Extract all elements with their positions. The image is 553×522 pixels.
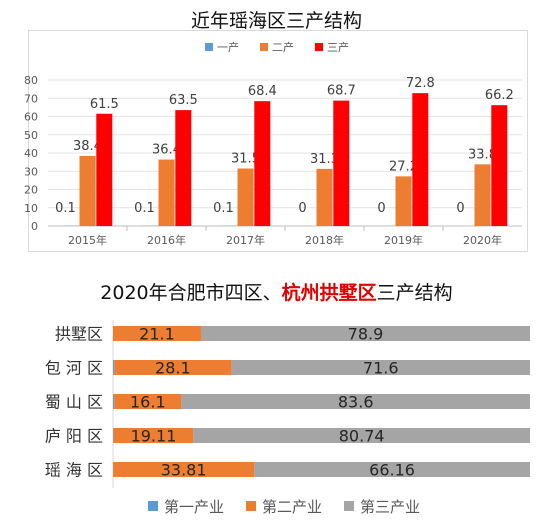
bar-第三产业 [254,462,530,477]
bar-二产 [158,159,175,226]
bar-第二产业 [114,394,182,409]
bar-第二产业 [114,360,232,375]
bar-三产 [175,110,192,226]
chart1-title: 近年瑶海区三产结构 [190,10,362,32]
y-tick-label: 70 [24,92,38,105]
chart2-title: 2020年合肥市四区、杭州拱墅区三产结构 [0,278,553,305]
bar-二产 [237,168,254,226]
bar-第三产业 [231,360,531,375]
data-label: 0 [456,201,464,216]
bar-第二产业 [113,326,201,341]
data-label: 68.7 [327,84,356,99]
data-label: 16.1 [130,393,166,412]
data-label: 28.1 [155,359,191,378]
data-label: 19.11 [131,427,177,446]
chart2-svg: 拱墅区021.178.9包 河 区0.328.171.6蜀 山 区0.316.1… [45,320,531,516]
data-label: 0 [377,201,385,216]
legend-label: 第一产业 [164,498,224,516]
data-label: 31.5 [231,152,260,167]
data-label: 31.3 [310,152,339,167]
legend-label: 二产 [272,40,294,54]
y-tick-label: 30 [24,165,38,178]
data-label: 0.1 [55,201,76,216]
bar-三产 [491,105,508,226]
chart2-title-part1: 2020年合肥市四区、 [100,282,282,304]
category-label: 拱墅区 [55,325,103,344]
category-label: 瑶 海 区 [45,461,103,480]
y-tick-label: 50 [24,129,38,142]
chart2-title-part3: 三产结构 [376,282,453,304]
bar-第一产业 [113,360,115,375]
bar-二产 [395,176,412,226]
legend-swatch [260,43,268,51]
category-label: 包 河 区 [45,359,103,378]
data-label: 61.5 [90,97,119,112]
data-label: 66.16 [369,461,415,480]
data-label: 78.9 [348,325,384,344]
bar-第三产业 [200,326,530,341]
bar-三产 [333,100,350,226]
data-label: 83.6 [338,393,374,412]
category-label: 庐 阳 区 [45,427,103,446]
bar-二产 [474,164,491,226]
data-label: 38.4 [73,139,102,154]
x-tick-label: 2016年 [147,233,186,247]
data-label: 33.8 [468,147,497,162]
data-label: 0 [298,201,306,216]
y-tick-label: 40 [24,147,38,160]
data-label: 66.2 [485,88,514,103]
y-tick-label: 60 [24,111,38,124]
data-label: 36.4 [152,143,181,158]
bar-第三产业 [181,394,530,409]
bar-第二产业 [113,462,255,477]
data-label: 80.74 [339,427,385,446]
chart2-title-highlight: 杭州拱墅区 [281,282,377,304]
data-label: 72.8 [406,76,435,91]
legend-swatch [315,43,323,51]
category-label: 蜀 山 区 [45,393,103,412]
bar-三产 [96,113,113,226]
bar-二产 [79,155,96,226]
y-tick-label: 80 [24,74,38,87]
bar-三产 [254,101,271,226]
y-tick-label: 0 [31,220,38,233]
legend-label: 第三产业 [360,498,420,516]
legend-label: 三产 [327,40,349,54]
legend-swatch [148,501,158,511]
chart1-svg: 0 10 20 30 40 50 60 70 80 0.1 38.4 61.5 2015年 0.1 36.4… [24,40,522,247]
bar-三产 [412,93,429,226]
bar-第二产业 [113,428,194,443]
legend-swatch [344,501,354,511]
x-tick-label: 2019年 [384,233,423,247]
data-label: 0.1 [134,201,155,216]
bar-第一产业 [113,428,114,443]
data-label: 21.1 [139,325,175,344]
data-label: 27.2 [389,159,418,174]
data-label: 33.81 [161,461,207,480]
data-label: 71.6 [363,359,399,378]
x-tick-label: 2018年 [305,233,344,247]
y-tick-label: 10 [24,202,38,215]
bar-第三产业 [193,428,530,443]
legend-swatch [246,501,256,511]
data-label: 63.5 [169,93,198,108]
data-label: 68.4 [248,84,277,99]
legend-label: 一产 [217,40,239,54]
x-tick-label: 2020年 [463,233,502,247]
bar-二产 [316,168,333,226]
bar-第一产业 [113,394,115,409]
data-label: 0.1 [213,201,234,216]
chart1-panel [28,30,528,252]
legend-label: 第二产业 [262,498,322,516]
x-tick-label: 2017年 [226,233,265,247]
x-tick-label: 2015年 [68,233,107,247]
legend-swatch [205,43,213,51]
y-tick-label: 20 [24,184,38,197]
